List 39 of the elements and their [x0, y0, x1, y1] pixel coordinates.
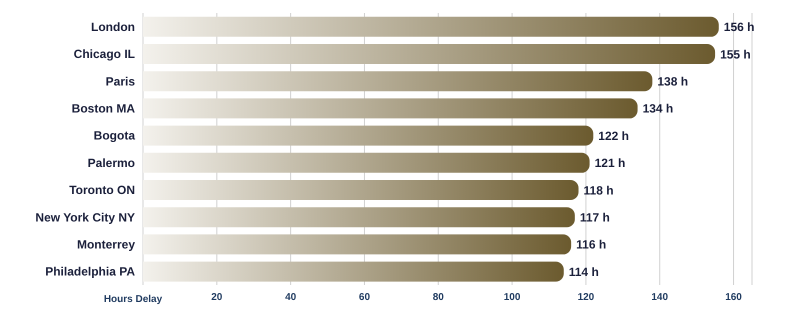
- data-label: 155 h: [720, 47, 751, 62]
- data-label: 156 h: [724, 20, 754, 34]
- bar: [143, 180, 579, 200]
- data-label: 116 h: [576, 238, 606, 252]
- y-tick-label: Chicago IL: [74, 47, 135, 62]
- y-tick-label: Paris: [106, 74, 136, 88]
- y-tick-label: Philadelphia PA: [45, 264, 136, 279]
- y-tick-label: Palermo: [88, 156, 135, 170]
- bar: [143, 234, 572, 254]
- bar: [143, 16, 719, 37]
- x-tick-label: 100: [504, 292, 521, 304]
- x-tick-label: 140: [651, 292, 669, 304]
- x-tick-label: 120: [578, 292, 595, 304]
- x-tick-label: 60: [358, 292, 370, 304]
- x-tick-label: 80: [432, 292, 444, 304]
- y-tick-label: London: [91, 20, 135, 34]
- y-tick-label: Monterrey: [76, 237, 136, 252]
- x-axis-title: Hours Delay: [104, 294, 163, 305]
- x-tick-label: 40: [285, 292, 297, 304]
- y-tick-label: Toronto ON: [69, 183, 135, 198]
- bar: [143, 207, 575, 228]
- bar: [143, 44, 716, 64]
- data-label: 138 h: [657, 74, 688, 88]
- y-tick-label: New York City NY: [35, 210, 135, 224]
- bar: [143, 126, 594, 146]
- data-label: 122 h: [598, 128, 629, 143]
- x-tick-label: 160: [725, 292, 742, 304]
- data-label: 134 h: [642, 102, 674, 116]
- data-label: 121 h: [594, 156, 626, 170]
- bar: [143, 152, 590, 173]
- y-tick-label: Bogota: [94, 128, 136, 143]
- bar: [143, 98, 638, 118]
- data-label: 114 h: [568, 264, 599, 279]
- y-tick-label: Boston MA: [72, 101, 136, 116]
- data-label: 118 h: [584, 183, 614, 198]
- data-label: 117 h: [580, 210, 610, 224]
- bar: [143, 262, 564, 282]
- x-tick-label: 20: [211, 292, 223, 304]
- bar: [143, 71, 652, 92]
